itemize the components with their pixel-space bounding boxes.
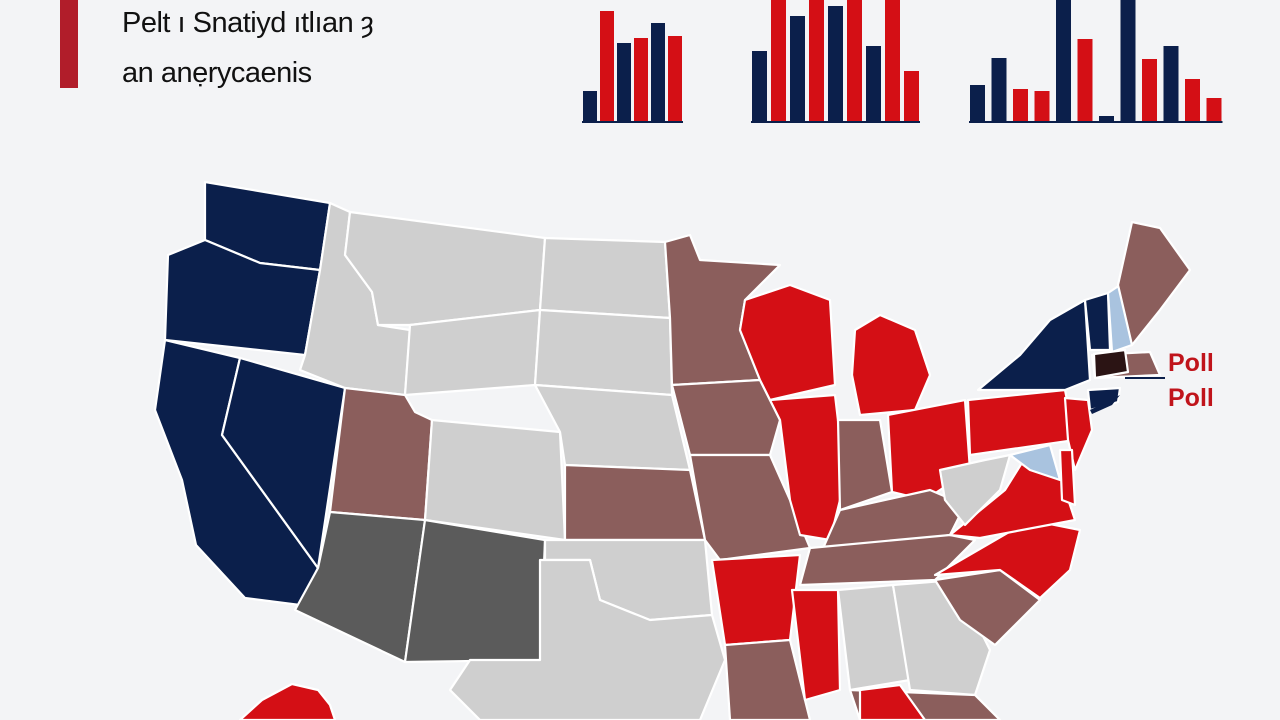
state-wi bbox=[738, 283, 837, 402]
state-pa bbox=[966, 388, 1077, 457]
state-ut bbox=[328, 386, 434, 522]
state-ar bbox=[710, 553, 802, 647]
state-wv bbox=[938, 453, 1012, 527]
state-in bbox=[836, 418, 894, 512]
poll-bar-left-1-3 bbox=[634, 38, 648, 121]
state-co bbox=[423, 418, 567, 542]
state-de bbox=[1058, 448, 1077, 507]
poll-bar-left-1-5 bbox=[668, 36, 682, 121]
poll-bar-left-1-2 bbox=[617, 43, 631, 121]
state-tn bbox=[798, 533, 977, 587]
poll-bar-right-2 bbox=[1013, 89, 1028, 121]
state-vt bbox=[1083, 291, 1112, 352]
state-ny bbox=[976, 298, 1092, 392]
page-subtitle: an anẹrycaenis bbox=[122, 57, 312, 89]
state-ri-accent bbox=[1092, 348, 1130, 380]
state-ks bbox=[563, 463, 707, 542]
poll-bar-left-1-0 bbox=[583, 91, 597, 121]
poll-label-1: Poll bbox=[1168, 349, 1214, 377]
state-mt bbox=[343, 210, 547, 327]
poll-bar-center-0 bbox=[752, 51, 767, 121]
state-fl-north bbox=[858, 683, 927, 720]
state-md bbox=[1008, 443, 1062, 482]
poll-bar-left-1-1 bbox=[600, 11, 614, 121]
poll-bar-right-8 bbox=[1142, 59, 1157, 121]
state-ia bbox=[670, 378, 782, 457]
poll-bar-center-7 bbox=[885, 0, 900, 121]
long-island bbox=[1090, 395, 1120, 414]
poll-bar-center-8 bbox=[904, 71, 919, 121]
poll-bar-right-3 bbox=[1034, 91, 1050, 121]
poll-bar-center-1 bbox=[771, 0, 786, 121]
poll-bar-center-4 bbox=[828, 6, 843, 121]
state-il bbox=[768, 393, 847, 542]
poll-bar-right-11 bbox=[1206, 98, 1222, 121]
state-ms bbox=[790, 588, 842, 702]
poll-bar-right-10 bbox=[1185, 79, 1200, 121]
state-wy bbox=[403, 308, 542, 397]
state-az bbox=[293, 510, 427, 664]
poll-bar-right-7 bbox=[1120, 0, 1136, 121]
poll-bar-left-1-4 bbox=[651, 23, 665, 121]
poll-bar-center-2 bbox=[790, 16, 805, 121]
poll-bar-right-9 bbox=[1163, 46, 1179, 121]
poll-bar-chart bbox=[582, 0, 1223, 123]
state-la bbox=[723, 638, 812, 720]
state-mi bbox=[850, 313, 932, 417]
poll-bar-right-4 bbox=[1056, 0, 1071, 121]
page-title: Pelt ı Snatiyd ıtlıan ȝ bbox=[122, 7, 374, 39]
poll-bar-center-3 bbox=[809, 0, 824, 121]
state-ct bbox=[1086, 386, 1122, 412]
state-hi bbox=[238, 682, 337, 720]
state-sd bbox=[533, 308, 674, 397]
state-tx bbox=[448, 558, 727, 720]
poll-bar-right-6 bbox=[1099, 116, 1114, 121]
state-nm bbox=[403, 518, 547, 664]
poll-bar-right-1 bbox=[991, 58, 1007, 121]
poll-bar-center-6 bbox=[866, 46, 881, 121]
poll-bar-right-5 bbox=[1077, 39, 1093, 121]
header-accent-bar bbox=[60, 0, 78, 88]
poll-bar-right-0 bbox=[970, 85, 985, 121]
state-me bbox=[1116, 220, 1192, 347]
poll-label-2: Poll bbox=[1168, 384, 1214, 412]
state-nd bbox=[538, 236, 672, 320]
poll-bar-center-5 bbox=[847, 0, 862, 121]
